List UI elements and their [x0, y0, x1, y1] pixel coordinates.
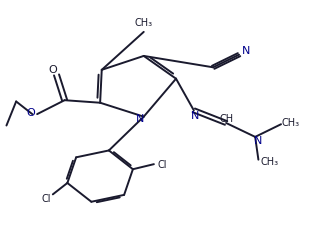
Text: O: O — [48, 65, 57, 75]
Text: N: N — [242, 46, 250, 56]
Text: CH₃: CH₃ — [261, 156, 279, 166]
Text: N: N — [191, 110, 200, 120]
Text: CH₃: CH₃ — [135, 18, 153, 28]
Text: N: N — [254, 135, 263, 145]
Text: CH₃: CH₃ — [282, 118, 300, 128]
Text: O: O — [26, 108, 35, 118]
Text: Cl: Cl — [157, 160, 167, 170]
Text: CH: CH — [219, 113, 233, 123]
Text: Cl: Cl — [42, 193, 51, 203]
Text: N: N — [136, 113, 145, 123]
